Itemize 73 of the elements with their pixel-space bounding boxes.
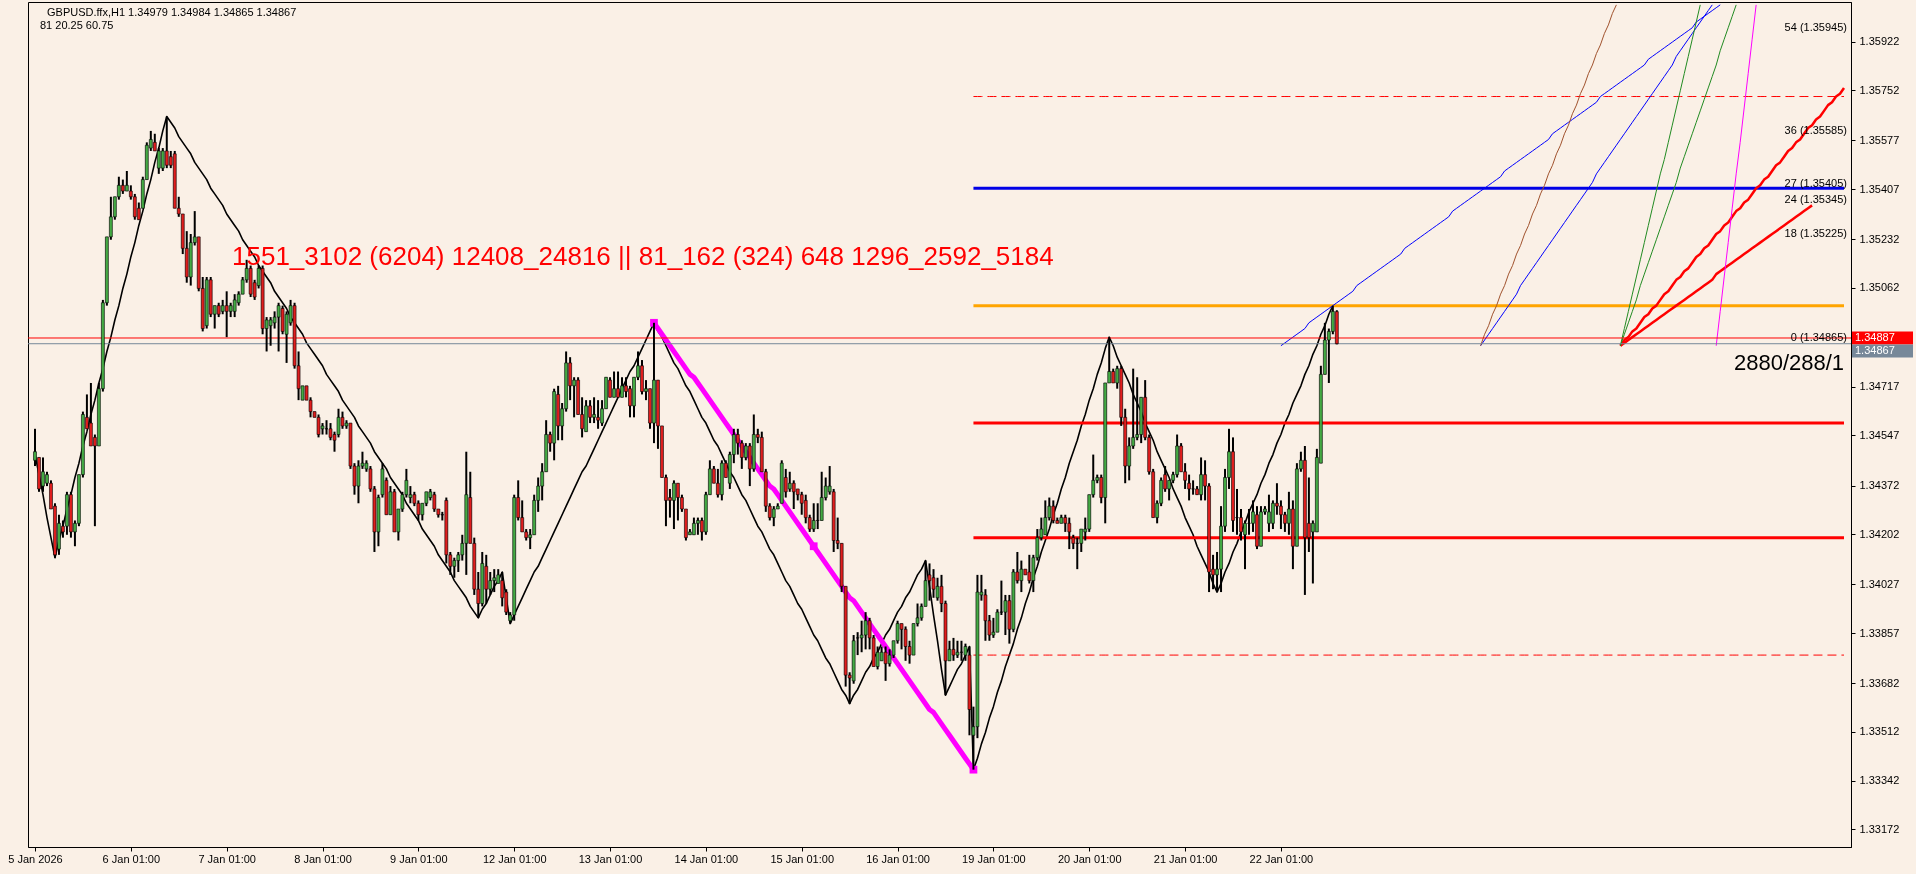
candlestick — [903, 625, 908, 662]
candlestick — [716, 467, 720, 499]
line-series — [1715, 4, 1757, 347]
x-tick-label: 12 Jan 01:00 — [482, 852, 547, 865]
x-tick-label: 5 Jan 2026 — [8, 852, 63, 865]
y-tick-label: 1.33172 — [1859, 822, 1900, 835]
candlestick — [432, 490, 437, 513]
y-tick-label: 1.34027 — [1859, 577, 1900, 590]
x-tick-label: 13 Jan 01:00 — [578, 852, 643, 865]
candlestick — [276, 301, 281, 353]
y-tick-label: 1.35407 — [1859, 182, 1900, 195]
x-tick-label: 20 Jan 01:00 — [1057, 852, 1122, 865]
x-tick-label: 16 Jan 01:00 — [866, 852, 930, 865]
annotation: 18 (1.35225) — [1784, 227, 1847, 239]
x-tick-label: 8 Jan 01:00 — [294, 852, 352, 865]
y-tick-label: 1.35062 — [1859, 281, 1900, 294]
y-tick-label: 1.34717 — [1859, 380, 1900, 393]
annotation: 24 (1.35345) — [1784, 193, 1847, 205]
annotation: 27 (1.35405) — [1784, 176, 1847, 189]
y-tick-label: 1.33682 — [1859, 676, 1900, 689]
candlestick — [883, 645, 888, 682]
y-tick-label: 1.33342 — [1859, 774, 1900, 787]
candlestick — [771, 505, 776, 528]
y-tick-label: 1.34547 — [1859, 428, 1900, 441]
x-tick-label: 7 Jan 01:00 — [198, 852, 256, 865]
annotation: 54 (1.35945) — [1784, 21, 1847, 33]
x-tick-label: 14 Jan 01:00 — [674, 852, 739, 865]
annotation: 2880/288/1 — [1734, 350, 1845, 375]
x-tick-label: 9 Jan 01:00 — [390, 852, 448, 865]
y-tick-label: 1.34202 — [1859, 527, 1900, 540]
candlestick — [1191, 479, 1195, 496]
y-tick-label: 1.35922 — [1859, 35, 1900, 48]
x-tick-label: 15 Jan 01:00 — [770, 852, 835, 865]
ref-line-label: 1.34867 — [1855, 344, 1895, 357]
line-series — [1480, 4, 1617, 347]
candlestick — [1267, 493, 1271, 533]
candlestick — [1199, 456, 1203, 502]
ref-line-label: 1.34887 — [1855, 331, 1895, 344]
candlestick — [492, 568, 497, 594]
candlestick — [951, 636, 956, 662]
y-tick-label: 1.35752 — [1859, 83, 1900, 96]
point — [809, 542, 818, 551]
x-tick-label: 22 Jan 01:00 — [1249, 852, 1314, 865]
y-tick-label: 1.33512 — [1859, 725, 1900, 738]
candlestick — [676, 482, 680, 522]
candlestick — [811, 502, 816, 533]
y-tick-label: 1.34372 — [1859, 479, 1900, 492]
candlestick — [1051, 499, 1056, 525]
candlestick — [616, 370, 620, 399]
candlestick — [672, 479, 676, 531]
candlestick — [452, 556, 457, 579]
candlestick — [41, 456, 45, 493]
chart-title: GBPUSD.ffx,H1 1.34979 1.34984 1.34865 1.34867 — [47, 6, 297, 18]
y-tick-label: 1.35232 — [1859, 232, 1900, 245]
y-tick-label: 1.33857 — [1859, 626, 1900, 639]
candlestick — [592, 396, 596, 425]
candlestick — [612, 370, 616, 399]
candlestick — [863, 611, 868, 651]
candlestick — [224, 290, 229, 339]
y-tick-label: 1.35577 — [1859, 133, 1900, 146]
candlestick — [232, 293, 237, 319]
candlestick — [787, 470, 792, 493]
annotation: 0 (1.34865) — [1790, 331, 1847, 344]
text: 81 20.25 60.75 — [40, 19, 114, 31]
x-tick-label: 6 Jan 01:00 — [102, 852, 161, 865]
x-tick-label: 21 Jan 01:00 — [1153, 852, 1218, 865]
x-tick-label: 19 Jan 01:00 — [962, 852, 1026, 865]
candlestick — [596, 399, 600, 430]
candlestick — [1027, 553, 1032, 585]
candlestick — [316, 413, 321, 439]
candlestick — [484, 553, 489, 605]
candlestick — [620, 376, 624, 399]
candlestick — [1067, 516, 1072, 551]
